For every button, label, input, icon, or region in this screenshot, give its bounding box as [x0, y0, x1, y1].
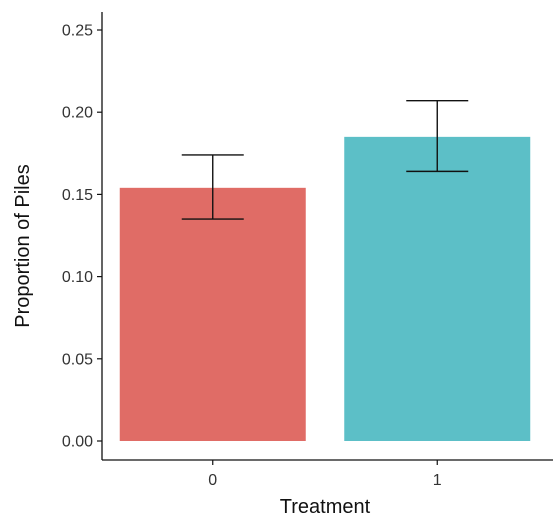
error-bar-0 [181, 154, 244, 220]
error-bar-1 [406, 99, 469, 173]
error-bars-group [181, 99, 469, 220]
y-axis-title: Proportion of Piles [12, 164, 34, 327]
y-tick-label: 0.20 [62, 105, 93, 122]
x-tick-label-1: 1 [433, 472, 442, 489]
y-tick-label: 0.00 [62, 434, 93, 451]
y-ticks-group: 0.00 0.05 0.10 0.15 0.20 0.25 [62, 23, 102, 451]
y-tick-label: 0.10 [62, 269, 93, 286]
bar-1 [344, 136, 531, 442]
y-tick-label: 0.05 [62, 351, 93, 368]
bars-group [119, 136, 531, 442]
x-axis-title: Treatment [280, 496, 371, 518]
bar-0 [119, 187, 306, 441]
y-tick-label: 0.25 [62, 23, 93, 40]
y-tick-label: 0.15 [62, 187, 93, 204]
x-tick-label-0: 0 [208, 472, 217, 489]
